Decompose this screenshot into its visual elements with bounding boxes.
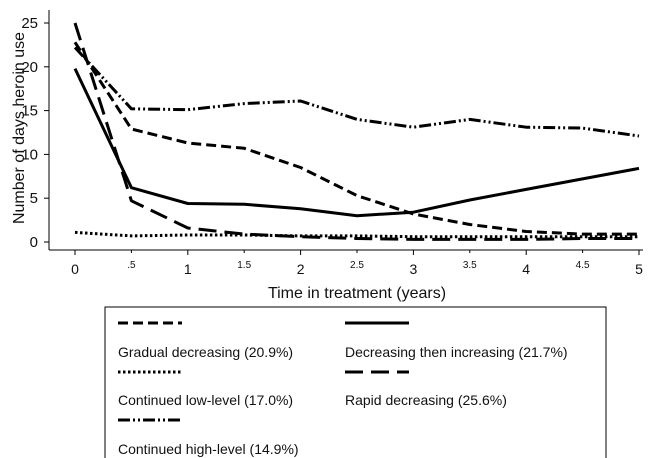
x-tick-label: 5	[635, 261, 643, 277]
legend-label-1: Gradual decreasing (20.9%)	[118, 344, 293, 360]
series-line-4	[73, 22, 639, 241]
x-axis-title: Time in treatment (years)	[268, 285, 446, 302]
x-tick-label: 2	[297, 261, 305, 277]
y-tick-label: 15	[21, 103, 38, 120]
y-tick-label: 25	[21, 15, 38, 32]
y-tick-label: 20	[21, 59, 38, 76]
x-tick-label: .5	[127, 260, 136, 271]
x-tick-label: 0	[71, 261, 79, 277]
legend-label-3: Continued low-level (17.0%)	[118, 392, 293, 408]
x-tick-label: 1	[184, 261, 192, 277]
series-line-2	[73, 67, 640, 218]
series-layer	[73, 22, 640, 241]
x-tick-label: 3.5	[463, 260, 477, 271]
y-tick-label: 0	[30, 234, 38, 251]
axes: 0 5 10 15 20 25 0 .5 1 1.5 2 2.5 3 3.5 4 4.5 5	[21, 10, 643, 277]
legend-label-4: Rapid decreasing (25.6%)	[345, 392, 507, 408]
legend-label-2: Decreasing then increasing (21.7%)	[345, 344, 568, 360]
series-line-1	[73, 41, 639, 236]
x-tick-label: 2.5	[350, 260, 364, 271]
legend-label-5: Continued high-level (14.9%)	[118, 441, 299, 457]
legend: Gradual decreasing (20.9%) Decreasing the…	[104, 306, 607, 458]
y-tick-label: 10	[21, 146, 38, 163]
y-tick-label: 5	[30, 190, 38, 207]
x-tick-label: 1.5	[237, 260, 251, 271]
x-tick-label: 4.5	[576, 260, 590, 271]
x-tick-label: 4	[522, 261, 530, 277]
series-line-3	[74, 230, 639, 239]
y-axis-title: Number of days heroin use	[11, 32, 28, 224]
x-tick-label: 3	[410, 261, 418, 277]
legend-box	[104, 306, 607, 458]
series-line-5	[73, 46, 640, 138]
